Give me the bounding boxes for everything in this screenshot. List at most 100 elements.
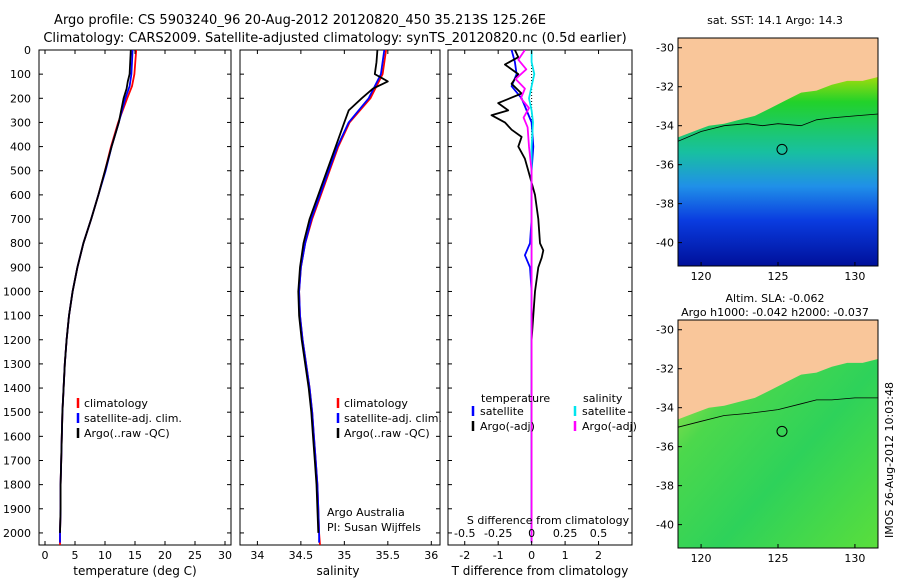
map-y-tick-label: -34 — [656, 120, 674, 133]
difference-panel-frame — [447, 49, 633, 546]
map-y-tick-label: -38 — [656, 480, 674, 493]
legend-label-argo: Argo(..raw -QC) — [344, 427, 430, 440]
temperature-xlabel: temperature (deg C) — [73, 564, 196, 578]
legend-label-s-argo: Argo(-adj) — [582, 420, 637, 433]
depth-tick-label: 0 — [24, 44, 31, 57]
map-x-tick-label: 125 — [768, 270, 789, 283]
s-tick-label: -0.25 — [484, 527, 512, 540]
difference-legend: temperature salinity satellite Argo(-adj… — [471, 392, 637, 433]
series-line-satellite-adj-clim — [298, 50, 386, 543]
salinity-panel-frame — [239, 49, 441, 546]
depth-tick-label: 800 — [10, 237, 31, 250]
timestamp-label: IMOS 26-Aug-2012 10:03:48 — [883, 382, 896, 538]
x-tick-label: 35.5 — [376, 549, 401, 562]
map-x-tick-label: 120 — [691, 270, 712, 283]
x-tick-label: 0 — [528, 549, 535, 562]
series-line-t-argo-adj — [490, 50, 545, 533]
land-mask — [678, 320, 878, 420]
depth-tick-label: 1800 — [3, 479, 31, 492]
depth-tick-label: 100 — [10, 68, 31, 81]
map-x-tick-label: 120 — [691, 552, 712, 565]
map-y-tick-label: -32 — [656, 81, 674, 94]
map-y-tick-label: -40 — [656, 519, 674, 532]
depth-tick-label: 700 — [10, 213, 31, 226]
salinity-plot — [297, 50, 389, 545]
map-y-tick-label: -30 — [656, 324, 674, 337]
legend-header-temperature: temperature — [481, 392, 550, 405]
title-line2: Climatology: CARS2009. Satellite-adjuste… — [43, 31, 626, 46]
legend-label-satellite: satellite-adj. clim. — [84, 412, 182, 425]
map-y-tick-label: -38 — [656, 198, 674, 211]
pi-label: PI: Susan Wijffels — [327, 521, 421, 534]
map-x-tick-label: 130 — [844, 552, 865, 565]
legend-label-argo: Argo(..raw -QC) — [84, 427, 170, 440]
land-mask — [678, 38, 878, 138]
legend-label-s-satellite: satellite — [582, 405, 626, 418]
depth-tick-label: 1100 — [3, 310, 31, 323]
s-tick-label: -0.5 — [454, 527, 475, 540]
map-y-tick-label: -30 — [656, 42, 674, 55]
s-tick-label: 0.5 — [590, 527, 608, 540]
sst-map — [678, 38, 878, 266]
difference-plot — [490, 50, 545, 545]
depth-tick-label: 1700 — [3, 454, 31, 467]
salinity-legend: climatology satellite-adj. clim. Argo(..… — [336, 397, 442, 440]
depth-tick-label: 300 — [10, 116, 31, 129]
depth-tick-label: 2000 — [3, 527, 31, 540]
temperature-legend: climatology satellite-adj. clim. Argo(..… — [76, 397, 182, 440]
x-tick-label: 34.5 — [289, 549, 314, 562]
title-line1: Argo profile: CS 5903240_96 20-Aug-2012 … — [54, 13, 546, 28]
series-line-climatology — [298, 50, 387, 545]
x-tick-label: 30 — [218, 549, 232, 562]
depth-tick-label: 1200 — [3, 334, 31, 347]
sla-map-subtitle: Argo h1000: -0.042 h2000: -0.037 — [681, 306, 869, 319]
series-line-satellite-adj-clim — [59, 50, 134, 543]
series-line-argo-raw-qc — [297, 50, 389, 533]
temperature-panel-frame — [38, 49, 232, 546]
map-x-tick-label: 130 — [844, 270, 865, 283]
float-position-marker — [776, 425, 788, 437]
x-tick-label: -2 — [459, 549, 470, 562]
salinity-xlabel: salinity — [316, 564, 359, 578]
map-y-tick-label: -36 — [656, 159, 674, 172]
s-tick-label: 0 — [528, 527, 535, 540]
x-tick-label: 5 — [72, 549, 79, 562]
depth-tick-label: 900 — [10, 261, 31, 274]
depth-tick-label: 200 — [10, 92, 31, 105]
depth-axis: 0 100 200 300 400 500 600 700 800 900 1000 1100 1200… — [3, 44, 632, 540]
map-x-tick-label: 125 — [768, 552, 789, 565]
depth-tick-label: 1900 — [3, 503, 31, 516]
series-line-s-argo-adj — [514, 50, 533, 543]
series-line-argo-raw-qc — [59, 50, 132, 533]
depth-tick-label: 1400 — [3, 382, 31, 395]
x-tick-label: 25 — [188, 549, 202, 562]
x-tick-label: 2 — [595, 549, 602, 562]
legend-label-climatology: climatology — [344, 397, 408, 410]
depth-tick-label: 400 — [10, 141, 31, 154]
depth-tick-label: 1600 — [3, 430, 31, 443]
x-tick-label: 10 — [98, 549, 112, 562]
map-y-tick-label: -40 — [656, 237, 674, 250]
sla-map — [678, 320, 878, 548]
s-difference-xlabel: S difference from climatology — [467, 514, 630, 527]
difference-x-axis: -2 -1 0 1 2 -0.5 -0.25 0 0.25 0.5 — [454, 50, 607, 562]
salinity-x-axis: 34 34.5 35 35.5 36 — [250, 50, 438, 562]
x-tick-label: -1 — [493, 549, 504, 562]
depth-tick-label: 600 — [10, 189, 31, 202]
legend-header-salinity: salinity — [583, 392, 623, 405]
legend-label-t-satellite: satellite — [480, 405, 524, 418]
sst-map-title: sat. SST: 14.1 Argo: 14.3 — [707, 14, 843, 27]
sla-map-axes: 120 125 130 -30 -32 -34 -36 -38 -40 — [656, 324, 865, 565]
x-tick-label: 1 — [562, 549, 569, 562]
depth-tick-label: 1300 — [3, 358, 31, 371]
legend-label-climatology: climatology — [84, 397, 148, 410]
sla-map-title: Altim. SLA: -0.062 — [725, 292, 824, 305]
series-line-t-satellite — [510, 50, 535, 543]
map-y-tick-label: -34 — [656, 402, 674, 415]
map-y-tick-label: -32 — [656, 363, 674, 376]
x-tick-label: 36 — [424, 549, 438, 562]
argo-australia-label: Argo Australia — [327, 506, 405, 519]
contour-line — [678, 397, 878, 428]
